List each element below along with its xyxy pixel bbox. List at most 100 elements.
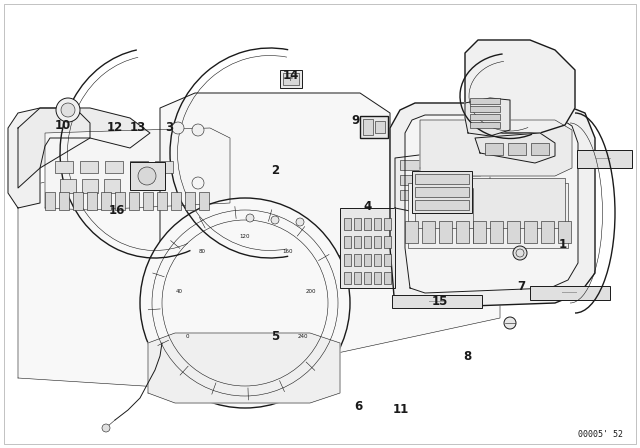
Bar [129, 192, 139, 210]
Polygon shape [18, 108, 150, 188]
Polygon shape [435, 153, 490, 223]
Bar [470, 166, 480, 176]
Bar [507, 221, 520, 243]
Bar [524, 221, 537, 243]
Text: 15: 15 [432, 294, 449, 308]
Bar [80, 161, 98, 173]
Bar [280, 70, 302, 88]
Bar [456, 166, 466, 176]
Bar [470, 180, 480, 190]
Polygon shape [420, 120, 572, 176]
Bar [340, 208, 395, 288]
Bar [442, 180, 452, 190]
Bar [45, 192, 55, 210]
Text: --------: -------- [596, 156, 612, 161]
Bar [490, 221, 503, 243]
Bar [344, 218, 351, 230]
Bar [55, 161, 73, 173]
Polygon shape [160, 93, 390, 263]
Circle shape [504, 317, 516, 329]
Text: 8: 8 [463, 349, 471, 363]
Bar [104, 179, 120, 193]
Bar [354, 272, 361, 284]
Text: 3: 3 [166, 121, 173, 134]
Circle shape [246, 214, 254, 222]
Text: 40: 40 [175, 289, 182, 294]
Bar [130, 162, 165, 190]
Bar [442, 166, 452, 176]
Bar [508, 143, 526, 155]
Bar [59, 192, 69, 210]
Text: 5: 5 [271, 329, 279, 343]
Bar [530, 286, 610, 300]
Text: 120: 120 [240, 233, 250, 238]
Bar [470, 98, 500, 104]
Text: 0: 0 [185, 334, 189, 339]
Circle shape [56, 98, 80, 122]
Bar [157, 192, 167, 210]
Bar [344, 254, 351, 266]
Polygon shape [475, 133, 555, 163]
Bar [375, 121, 385, 133]
Bar [422, 221, 435, 243]
Bar [60, 179, 76, 193]
Text: --------: -------- [562, 290, 578, 296]
Bar [82, 179, 98, 193]
Text: 4: 4 [364, 199, 372, 213]
Bar [408, 183, 568, 248]
Bar [363, 119, 373, 135]
Text: 240: 240 [298, 334, 308, 339]
Bar [412, 171, 472, 213]
Bar [405, 221, 418, 243]
Bar [438, 158, 486, 223]
Text: 200: 200 [306, 289, 316, 294]
Bar [384, 254, 391, 266]
Bar [470, 122, 500, 128]
Text: 80: 80 [198, 249, 205, 254]
Bar [384, 272, 391, 284]
Bar [354, 254, 361, 266]
Bar [155, 161, 173, 173]
Bar [470, 106, 500, 112]
Bar [283, 73, 299, 85]
Circle shape [192, 124, 204, 136]
Bar [541, 221, 554, 243]
Text: 13: 13 [129, 121, 146, 134]
Bar [558, 221, 571, 243]
Polygon shape [465, 40, 575, 133]
Polygon shape [45, 128, 230, 210]
Bar [185, 192, 195, 210]
Bar [354, 218, 361, 230]
Polygon shape [465, 98, 510, 136]
Bar [442, 208, 452, 218]
Bar [531, 143, 549, 155]
Bar [171, 192, 181, 210]
Bar [456, 221, 469, 243]
Bar [442, 194, 452, 204]
Bar [470, 114, 500, 120]
Bar [400, 160, 428, 170]
Bar [400, 175, 428, 185]
Bar [470, 194, 480, 204]
Text: 7: 7 [518, 280, 525, 293]
Bar [415, 187, 469, 197]
Text: 160: 160 [283, 249, 293, 254]
Circle shape [172, 122, 184, 134]
Bar [115, 192, 125, 210]
Text: 2: 2 [271, 164, 279, 177]
Text: F: F [289, 77, 292, 82]
Bar [456, 180, 466, 190]
Bar [364, 272, 371, 284]
Text: 10: 10 [54, 119, 71, 132]
Bar [354, 236, 361, 248]
Text: 14: 14 [283, 69, 300, 82]
Text: 11: 11 [393, 403, 410, 417]
Bar [415, 200, 469, 210]
Polygon shape [395, 153, 460, 216]
Polygon shape [390, 103, 595, 308]
Bar [470, 208, 480, 218]
Polygon shape [148, 333, 340, 403]
Polygon shape [405, 115, 578, 293]
Bar [364, 218, 371, 230]
Bar [400, 190, 428, 200]
